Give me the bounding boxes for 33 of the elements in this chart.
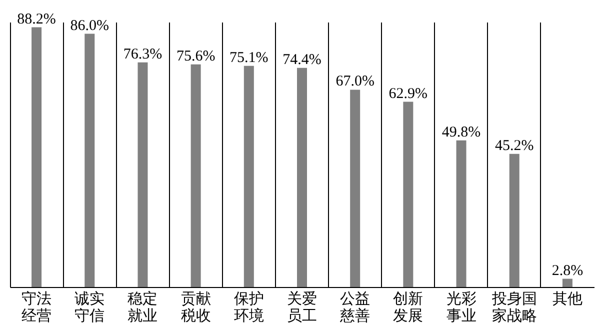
data-label: 75.1% bbox=[230, 50, 268, 66]
x-tick-label: 贡献税收 bbox=[180, 290, 211, 324]
data-label: 2.8% bbox=[552, 262, 584, 279]
data-label: 86.0% bbox=[70, 18, 110, 34]
data-label: 88.2% bbox=[17, 11, 56, 28]
x-tick-label: 公益慈善 bbox=[339, 290, 370, 324]
bar bbox=[190, 64, 201, 287]
x-tick-label: 其他 bbox=[552, 290, 582, 308]
x-tick-label: 投身国家战略 bbox=[490, 290, 537, 324]
bar bbox=[244, 66, 254, 287]
data-label: 67.0% bbox=[336, 74, 374, 90]
x-tick-label: 光彩事业 bbox=[446, 290, 476, 324]
data-label: 74.4% bbox=[282, 52, 322, 68]
x-tick-label: 关爱员工 bbox=[287, 290, 317, 324]
data-label: 49.8% bbox=[442, 124, 481, 140]
bar bbox=[138, 62, 148, 287]
bar bbox=[350, 90, 360, 287]
data-label: 45.2% bbox=[494, 138, 534, 154]
x-tick-label: 诚实守信 bbox=[74, 290, 105, 324]
x-tick-label: 稳定就业 bbox=[128, 290, 158, 324]
bar bbox=[297, 68, 307, 287]
bar bbox=[562, 278, 572, 287]
bar bbox=[509, 154, 520, 287]
bar bbox=[456, 140, 466, 287]
data-label: 76.3% bbox=[123, 46, 162, 62]
bar bbox=[403, 102, 414, 287]
x-tick-label: 守法经营 bbox=[22, 290, 52, 324]
bar bbox=[84, 34, 95, 287]
x-tick-label: 创新发展 bbox=[393, 290, 424, 324]
bar bbox=[32, 27, 42, 287]
data-label: 75.6% bbox=[176, 48, 216, 64]
x-tick-label: 保护环境 bbox=[234, 290, 264, 324]
data-label: 62.9% bbox=[388, 86, 428, 102]
